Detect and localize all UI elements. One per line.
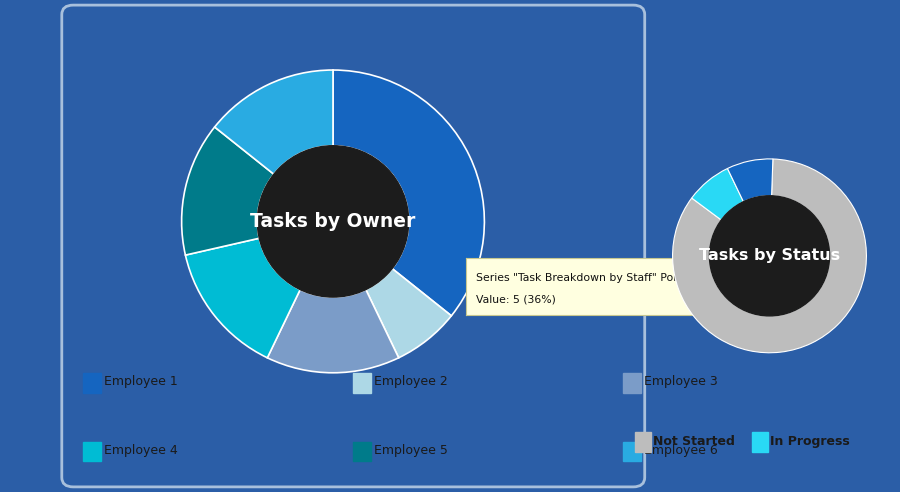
Text: Employee 5: Employee 5 [374, 444, 447, 457]
Wedge shape [692, 168, 743, 220]
Wedge shape [672, 159, 867, 353]
Wedge shape [185, 238, 301, 358]
Wedge shape [182, 127, 274, 255]
Circle shape [257, 146, 409, 297]
Text: Employee 4: Employee 4 [104, 444, 177, 457]
Wedge shape [727, 159, 773, 202]
Text: Tasks by Status: Tasks by Status [699, 248, 840, 263]
Text: Not Started: Not Started [653, 435, 735, 448]
Wedge shape [365, 269, 452, 358]
Text: Employee 3: Employee 3 [644, 375, 717, 388]
Text: Tasks by Owner: Tasks by Owner [250, 212, 416, 231]
Circle shape [709, 196, 830, 316]
Wedge shape [333, 70, 484, 316]
Text: Employee 6: Employee 6 [644, 444, 717, 457]
Text: Series "Task Breakdown by Staff" Point "Employee 1": Series "Task Breakdown by Staff" Point "… [476, 273, 765, 283]
Wedge shape [267, 290, 399, 373]
Wedge shape [214, 70, 333, 174]
Text: In Progress: In Progress [770, 435, 850, 448]
Text: Employee 1: Employee 1 [104, 375, 177, 388]
Text: Employee 2: Employee 2 [374, 375, 447, 388]
Text: Value: 5 (36%): Value: 5 (36%) [476, 294, 555, 304]
